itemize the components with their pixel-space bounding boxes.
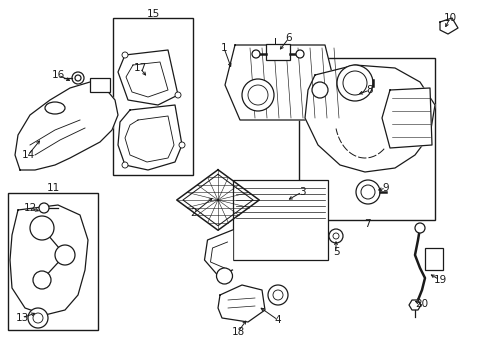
Text: 18: 18: [231, 327, 244, 337]
Text: 4: 4: [274, 315, 281, 325]
Text: 14: 14: [21, 150, 35, 160]
Text: 1: 1: [220, 43, 227, 53]
Text: 20: 20: [415, 299, 427, 309]
Bar: [298, 58, 434, 220]
Circle shape: [72, 72, 84, 84]
Text: 3: 3: [298, 187, 305, 197]
Text: 10: 10: [443, 13, 456, 23]
Circle shape: [342, 71, 366, 95]
Circle shape: [295, 50, 304, 58]
Circle shape: [336, 65, 372, 101]
Circle shape: [355, 180, 379, 204]
Text: 5: 5: [332, 247, 339, 257]
Circle shape: [122, 162, 128, 168]
Text: 2: 2: [190, 208, 197, 218]
Bar: [8, 193, 98, 330]
Bar: [113, 18, 193, 175]
Text: 7: 7: [363, 219, 369, 229]
Text: 8: 8: [366, 85, 372, 95]
Polygon shape: [224, 45, 339, 120]
Circle shape: [39, 203, 49, 213]
Polygon shape: [15, 82, 118, 170]
Circle shape: [179, 142, 184, 148]
Polygon shape: [381, 88, 431, 148]
Polygon shape: [305, 65, 434, 172]
Text: 19: 19: [432, 275, 446, 285]
Circle shape: [242, 79, 273, 111]
Circle shape: [311, 82, 327, 98]
Polygon shape: [204, 230, 232, 275]
Bar: [232, 180, 327, 260]
Text: 17: 17: [133, 63, 146, 73]
Circle shape: [414, 223, 424, 233]
Bar: [265, 44, 289, 60]
Polygon shape: [118, 50, 178, 105]
Circle shape: [175, 92, 181, 98]
Circle shape: [328, 229, 342, 243]
Circle shape: [55, 245, 75, 265]
Circle shape: [30, 216, 54, 240]
Text: 13: 13: [15, 313, 29, 323]
Text: 6: 6: [285, 33, 292, 43]
Polygon shape: [439, 18, 457, 34]
Text: 12: 12: [23, 203, 37, 213]
Bar: [90, 78, 110, 92]
Circle shape: [267, 285, 287, 305]
Circle shape: [251, 50, 260, 58]
Text: 15: 15: [146, 9, 159, 19]
Circle shape: [216, 268, 232, 284]
Circle shape: [360, 185, 374, 199]
Polygon shape: [176, 170, 259, 230]
Polygon shape: [10, 205, 88, 315]
Circle shape: [33, 271, 51, 289]
Circle shape: [122, 52, 128, 58]
Text: 11: 11: [46, 183, 60, 193]
Circle shape: [28, 308, 48, 328]
Bar: [424, 248, 442, 270]
Polygon shape: [118, 105, 182, 170]
Text: 9: 9: [382, 183, 388, 193]
Text: 16: 16: [51, 70, 64, 80]
Polygon shape: [408, 300, 420, 310]
Polygon shape: [218, 285, 264, 322]
